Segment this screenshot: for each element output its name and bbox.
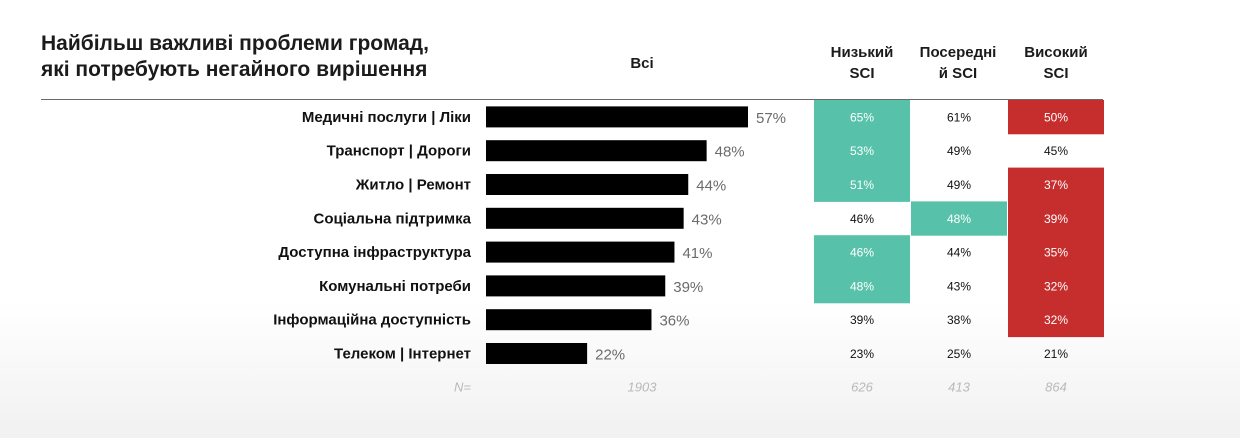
bar [486,275,666,297]
cell-highlight-teal [814,269,910,304]
bar [486,174,689,195]
table-cell-high: 37% [1044,178,1068,192]
n-label: N= [454,379,471,394]
bar-value-label: 44% [696,178,726,195]
bar [486,207,684,229]
bar [486,140,707,162]
bar [486,343,588,364]
n-high: 864 [1045,379,1067,394]
cell-highlight-teal [814,133,910,169]
table-cell-low: 53% [850,144,874,158]
bar-value-label: 41% [682,245,712,262]
table-cell-mid: 61% [947,110,971,124]
table-cell-mid: 43% [947,279,971,293]
cell-highlight-red [1008,167,1104,202]
cell-highlight-red [1008,235,1104,270]
table-cell-high: 21% [1044,347,1068,361]
table-cell-high: 39% [1044,212,1068,226]
bar-value-label: 43% [692,211,722,228]
category-label: Інформаційна доступність [273,312,471,329]
table-cell-low: 46% [850,212,874,226]
cell-highlight-teal [814,235,910,270]
chart-title-line-1: Найбільш важливі проблеми громад, [41,32,429,55]
bar [486,309,652,331]
table-cell-mid: 49% [947,178,971,192]
bar [486,106,748,128]
column-header-low-sci: Низький SCI [830,44,894,82]
table-cell-high: 50% [1044,110,1068,124]
cell-highlight-teal [814,167,910,202]
table-cell-mid: 49% [947,144,971,158]
table-cell-high: 32% [1044,279,1068,293]
header-divider [41,99,1103,100]
category-label: Медичні послуги | Ліки [302,109,471,126]
cell-highlight-red [1008,302,1104,338]
bar [486,241,675,263]
category-label: Житло | Ремонт [355,177,471,194]
cell-highlight-teal [911,201,1007,236]
table-cell-high: 45% [1044,144,1068,158]
table-cell-mid: 25% [947,347,971,361]
column-header-all: Всі [630,55,654,72]
category-label: Транспорт | Дороги [327,143,471,160]
cell-highlight-red [1008,201,1104,236]
table-cell-low: 39% [850,313,874,327]
cell-highlight-teal [814,100,910,135]
table-cell-low: 48% [850,279,874,293]
chart-title-line-2: які потребують негайного вирішення [41,58,428,81]
category-label: Комунальні потреби [319,278,471,295]
category-label: Телеком | Інтернет [334,346,471,363]
bar-value-label: 57% [756,110,786,127]
table-cell-mid: 48% [947,212,971,226]
n-all: 1903 [628,379,658,394]
table-cell-low: 23% [850,347,874,361]
table-cell-high: 35% [1044,246,1068,260]
cell-highlight-red [1008,269,1104,304]
table-cell-low: 46% [850,246,874,260]
table-cell-high: 32% [1044,313,1068,327]
table-cell-mid: 44% [947,246,971,260]
table-cell-mid: 38% [947,313,971,327]
n-mid: 413 [948,379,970,394]
chart-title: Найбільш важливі проблеми громад, які по… [41,31,429,83]
category-label: Соціальна підтримка [314,210,472,227]
bar-value-label: 22% [595,347,625,364]
bar-value-label: 39% [673,279,703,296]
bar-value-label: 48% [715,144,745,161]
column-header-mid-sci: Посередні й SCI [919,44,997,82]
table-cell-low: 51% [850,178,874,192]
column-header-high-sci: Високий SCI [1024,44,1088,82]
cell-highlight-red [1008,100,1104,135]
category-label: Доступна інфраструктура [278,244,471,261]
n-low: 626 [851,379,873,394]
table-cell-low: 65% [850,110,874,124]
bar-value-label: 36% [659,313,689,330]
